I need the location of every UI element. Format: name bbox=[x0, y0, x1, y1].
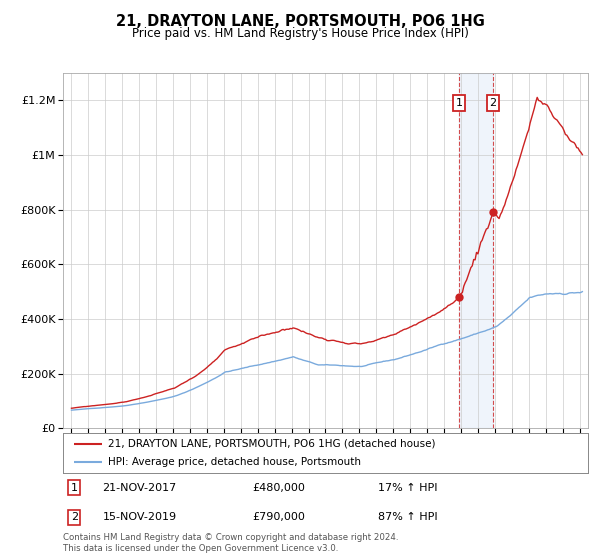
Text: Price paid vs. HM Land Registry's House Price Index (HPI): Price paid vs. HM Land Registry's House … bbox=[131, 27, 469, 40]
Text: 21, DRAYTON LANE, PORTSMOUTH, PO6 1HG (detached house): 21, DRAYTON LANE, PORTSMOUTH, PO6 1HG (d… bbox=[107, 439, 435, 449]
Text: 21-NOV-2017: 21-NOV-2017 bbox=[103, 483, 176, 493]
Text: 2: 2 bbox=[71, 512, 78, 522]
Text: 87% ↑ HPI: 87% ↑ HPI bbox=[378, 512, 437, 522]
Text: 17% ↑ HPI: 17% ↑ HPI bbox=[378, 483, 437, 493]
Text: £480,000: £480,000 bbox=[252, 483, 305, 493]
Text: HPI: Average price, detached house, Portsmouth: HPI: Average price, detached house, Port… bbox=[107, 458, 361, 467]
Text: 2: 2 bbox=[490, 98, 497, 108]
Text: £790,000: £790,000 bbox=[252, 512, 305, 522]
Text: 1: 1 bbox=[71, 483, 78, 493]
Text: 1: 1 bbox=[455, 98, 463, 108]
Text: 21, DRAYTON LANE, PORTSMOUTH, PO6 1HG: 21, DRAYTON LANE, PORTSMOUTH, PO6 1HG bbox=[116, 14, 484, 29]
Text: 15-NOV-2019: 15-NOV-2019 bbox=[103, 512, 176, 522]
Text: Contains HM Land Registry data © Crown copyright and database right 2024.
This d: Contains HM Land Registry data © Crown c… bbox=[63, 533, 398, 553]
Bar bbox=[459, 73, 493, 428]
